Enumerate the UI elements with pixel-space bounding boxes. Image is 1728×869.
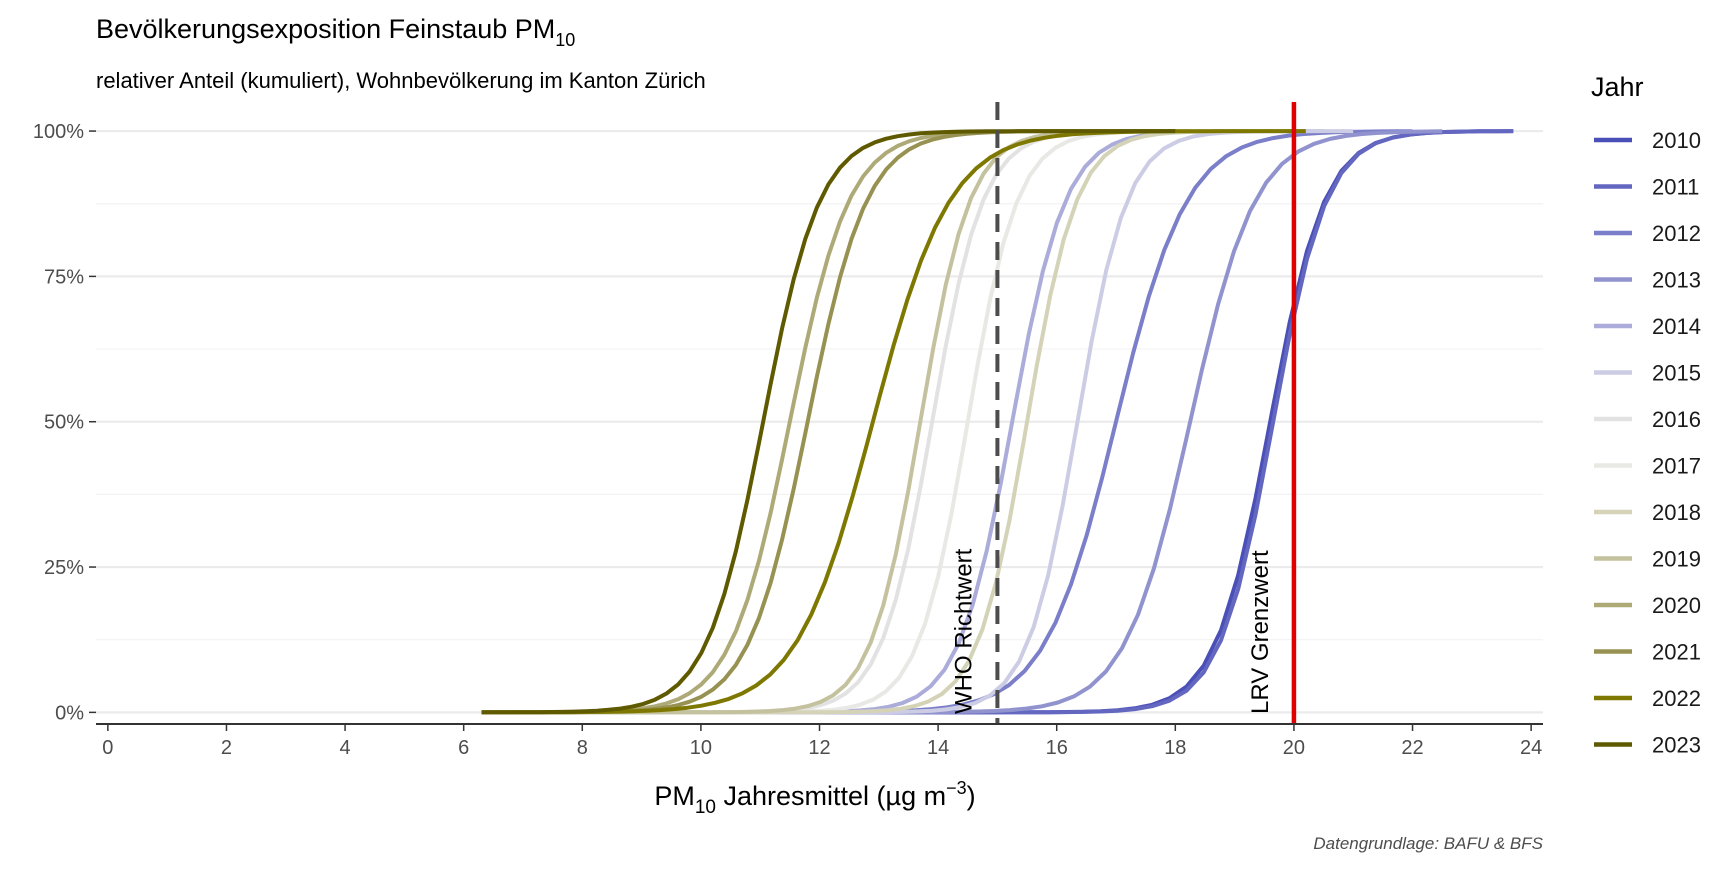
legend-label-2012: 2012: [1652, 221, 1701, 246]
legend-label-2019: 2019: [1652, 547, 1701, 572]
x-tick-label: 6: [458, 737, 469, 759]
x-tick-label: 8: [577, 737, 588, 759]
x-tick-label: 12: [808, 737, 830, 759]
legend-title: Jahr: [1591, 72, 1644, 102]
legend-label-2018: 2018: [1652, 500, 1701, 525]
y-tick-label: 25%: [44, 557, 84, 579]
legend-label-2010: 2010: [1652, 128, 1701, 153]
y-tick-label: 75%: [44, 266, 84, 288]
x-tick-label: 16: [1046, 737, 1068, 759]
x-tick-label: 0: [102, 737, 113, 759]
x-tick-label: 20: [1283, 737, 1305, 759]
legend-label-2021: 2021: [1652, 640, 1701, 665]
caption: Datengrundlage: BAFU & BFS: [1313, 834, 1543, 853]
chart-title: Bevölkerungsexposition Feinstaub PM10: [96, 14, 575, 50]
legend-label-2022: 2022: [1652, 686, 1701, 711]
series-line-2023: [481, 129, 1176, 715]
reference-lines: WHO Richtwert LRV Grenzwert: [950, 102, 1297, 724]
x-tick-label: 2: [221, 737, 232, 759]
y-tick-label: 0%: [55, 702, 84, 724]
y-tick-label: 50%: [44, 412, 84, 434]
chart-subtitle: relativer Anteil (kumuliert), Wohnbevölk…: [96, 68, 706, 93]
legend-label-2016: 2016: [1652, 407, 1701, 432]
x-tick-label: 22: [1401, 737, 1423, 759]
x-tick-label: 10: [690, 737, 712, 759]
x-tick-label: 14: [927, 737, 949, 759]
legend-label-2014: 2014: [1652, 314, 1701, 339]
x-tick-label: 4: [340, 737, 351, 759]
grid: [96, 129, 1543, 714]
legend-label-2020: 2020: [1652, 593, 1701, 618]
legend-label-2011: 2011: [1652, 175, 1699, 200]
x-tick-label: 18: [1164, 737, 1186, 759]
y-tick-label: 100%: [33, 121, 84, 143]
x-tick-label: 24: [1520, 737, 1542, 759]
axes: 0 2 4 6 8 10 12 14 16 18 20 22 240%25%50%75%100%: [33, 121, 1543, 759]
series-lines: [481, 129, 1514, 715]
legend: Jahr 2010 2011 2012 2013 2014 2015 2016 2017 201…: [1591, 72, 1701, 758]
reference-label-0: WHO Richtwert: [950, 548, 977, 714]
legend-label-2013: 2013: [1652, 268, 1701, 293]
legend-label-2015: 2015: [1652, 361, 1701, 386]
legend-label-2017: 2017: [1652, 454, 1701, 479]
x-axis-label: PM10 Jahresmittel (µg m−3): [654, 778, 975, 818]
reference-label-1: LRV Grenzwert: [1247, 550, 1274, 714]
legend-label-2023: 2023: [1652, 733, 1701, 758]
